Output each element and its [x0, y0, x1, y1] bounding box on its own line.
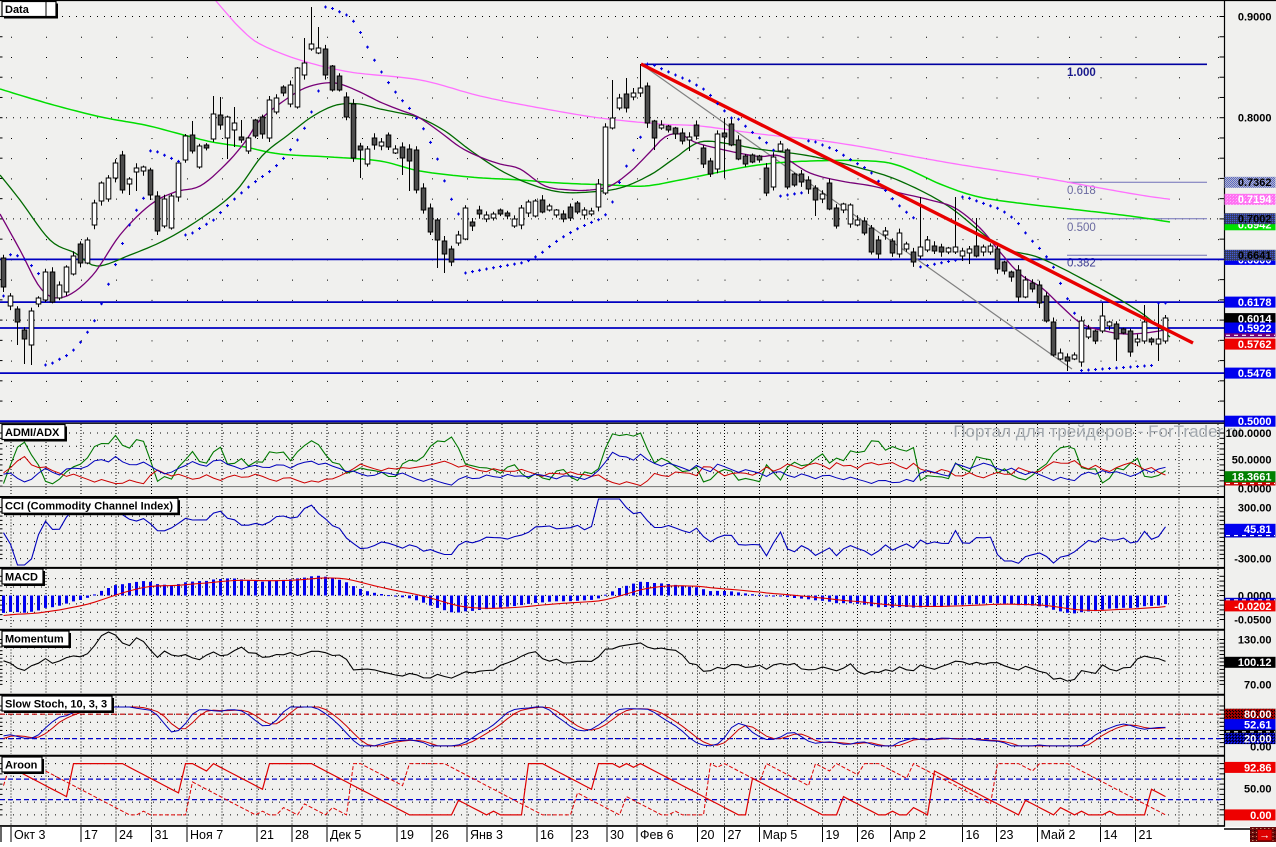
svg-text:MACD: MACD — [5, 572, 38, 584]
svg-text:Портал для трейдеров - ForTrad: Портал для трейдеров - ForTrader.ru — [953, 422, 1242, 441]
svg-text:80.00: 80.00 — [1244, 709, 1272, 721]
svg-text:Дек 5: Дек 5 — [330, 828, 361, 842]
svg-text:45.81: 45.81 — [1244, 524, 1272, 536]
svg-text:0.8000: 0.8000 — [1238, 113, 1272, 125]
svg-text:24: 24 — [119, 828, 133, 842]
svg-text:50.00: 50.00 — [1244, 783, 1272, 795]
svg-text:92.86: 92.86 — [1244, 762, 1272, 774]
svg-text:23: 23 — [575, 828, 589, 842]
svg-text:21: 21 — [1139, 828, 1153, 842]
svg-text:26: 26 — [861, 828, 875, 842]
svg-text:0.0000: 0.0000 — [1238, 484, 1272, 496]
svg-text:0.5922: 0.5922 — [1238, 323, 1272, 335]
svg-text:Фев 6: Фев 6 — [640, 828, 674, 842]
svg-text:300.00: 300.00 — [1238, 503, 1272, 515]
svg-text:70.00: 70.00 — [1244, 679, 1272, 691]
svg-text:Апр 2: Апр 2 — [894, 828, 927, 842]
svg-text:17: 17 — [84, 828, 98, 842]
svg-text:0.00: 0.00 — [1250, 810, 1271, 822]
svg-text:0.6641: 0.6641 — [1238, 250, 1272, 262]
svg-text:16: 16 — [966, 828, 980, 842]
svg-text:31: 31 — [155, 828, 169, 842]
svg-text:-300.00: -300.00 — [1234, 554, 1271, 566]
svg-text:Янв 3: Янв 3 — [470, 828, 503, 842]
svg-text:CCI (Commodity Channel Index): CCI (Commodity Channel Index) — [5, 501, 173, 513]
svg-text:0.382: 0.382 — [1067, 258, 1096, 270]
svg-text:Data: Data — [5, 4, 30, 16]
svg-text:30: 30 — [610, 828, 624, 842]
svg-text:0.00: 0.00 — [1250, 741, 1271, 753]
svg-text:0.7362: 0.7362 — [1238, 177, 1272, 189]
svg-text:0.5762: 0.5762 — [1238, 339, 1272, 351]
svg-text:→: → — [1259, 830, 1270, 842]
svg-text:27: 27 — [728, 828, 742, 842]
svg-text:14: 14 — [1104, 828, 1118, 842]
svg-text:52.61: 52.61 — [1244, 720, 1272, 732]
svg-text:130.00: 130.00 — [1238, 634, 1272, 646]
svg-text:-0.0500: -0.0500 — [1234, 614, 1271, 626]
svg-text:0.6178: 0.6178 — [1238, 297, 1272, 309]
svg-text:28: 28 — [295, 828, 309, 842]
svg-text:23: 23 — [1000, 828, 1014, 842]
svg-text:20: 20 — [701, 828, 715, 842]
svg-text:0.7002: 0.7002 — [1238, 214, 1272, 226]
svg-text:21: 21 — [260, 828, 274, 842]
svg-text:16: 16 — [540, 828, 554, 842]
svg-text:50.0000: 50.0000 — [1232, 455, 1272, 467]
svg-text:100.0000: 100.0000 — [1226, 428, 1272, 440]
svg-text:-0.0202: -0.0202 — [1234, 601, 1271, 613]
svg-text:Окт 3: Окт 3 — [14, 828, 46, 842]
svg-text:18.3661: 18.3661 — [1232, 472, 1272, 484]
svg-text:0.500: 0.500 — [1067, 222, 1096, 234]
svg-text:19: 19 — [826, 828, 840, 842]
svg-text:26: 26 — [435, 828, 449, 842]
svg-text:0.7194: 0.7194 — [1238, 194, 1273, 206]
svg-text:Май 2: Май 2 — [1041, 828, 1076, 842]
svg-text:0.5000: 0.5000 — [1238, 416, 1272, 428]
svg-text:0.618: 0.618 — [1067, 185, 1096, 197]
svg-text:Ноя 7: Ноя 7 — [190, 828, 223, 842]
svg-text:0.5476: 0.5476 — [1238, 368, 1272, 380]
svg-text:Slow Stoch, 10, 3, 3: Slow Stoch, 10, 3, 3 — [5, 699, 107, 711]
svg-text:Мар 5: Мар 5 — [763, 828, 798, 842]
svg-text:ADMI/ADX: ADMI/ADX — [5, 427, 60, 439]
svg-text:1.000: 1.000 — [1067, 67, 1096, 79]
svg-text:19: 19 — [400, 828, 414, 842]
svg-text:Momentum: Momentum — [5, 634, 64, 646]
svg-text:0.9000: 0.9000 — [1238, 11, 1272, 23]
svg-text:Aroon: Aroon — [5, 760, 38, 772]
svg-text:20.00: 20.00 — [1244, 734, 1272, 746]
svg-text:100.12: 100.12 — [1238, 657, 1272, 669]
